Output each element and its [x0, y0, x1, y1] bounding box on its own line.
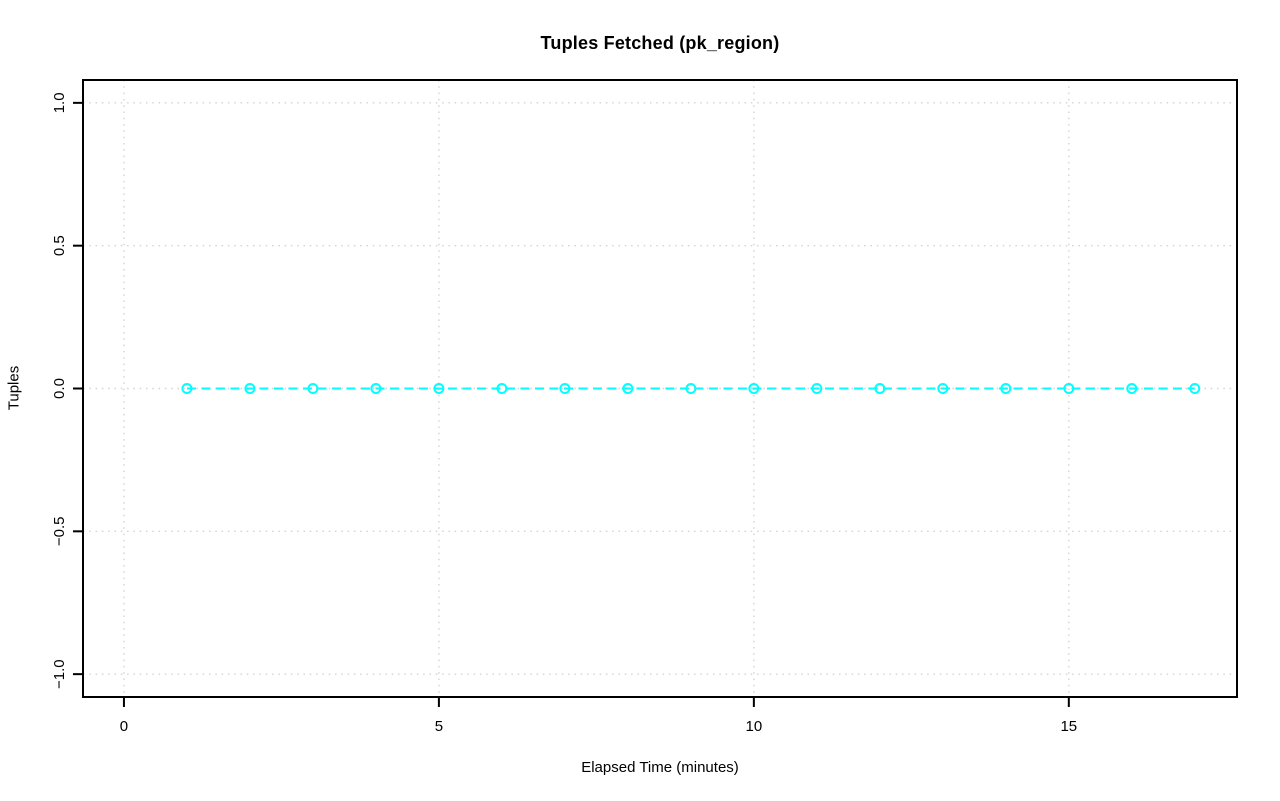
chart-title: Tuples Fetched (pk_region)	[540, 33, 780, 53]
y-tick-label: −0.5	[51, 517, 68, 547]
x-tick-label: 5	[435, 718, 443, 735]
plot-border	[82, 79, 1238, 698]
data-point	[181, 383, 193, 394]
y-tick-label: −1.0	[51, 659, 68, 689]
data-point	[307, 383, 319, 394]
x-tick-label: 15	[1060, 718, 1077, 735]
x-tick-label: 10	[746, 718, 763, 735]
data-point	[244, 383, 256, 394]
y-tick-label: 0.0	[51, 378, 68, 399]
y-tick-label: 1.0	[51, 92, 68, 113]
data-point	[496, 383, 508, 394]
data-point	[1189, 383, 1201, 394]
data-point	[370, 383, 382, 394]
x-tick-label: 0	[120, 718, 128, 735]
y-tick-label: 0.5	[51, 235, 68, 256]
data-point	[559, 383, 571, 394]
data-point	[433, 383, 445, 394]
data-point	[1000, 383, 1012, 394]
data-point	[685, 383, 697, 394]
data-point	[1126, 383, 1138, 394]
data-point	[874, 383, 886, 394]
data-point	[748, 383, 760, 394]
data-point	[937, 383, 949, 394]
data-point	[811, 383, 823, 394]
x-axis-label: Elapsed Time (minutes)	[581, 759, 739, 776]
data-point	[1063, 383, 1075, 394]
data-point	[622, 383, 634, 394]
